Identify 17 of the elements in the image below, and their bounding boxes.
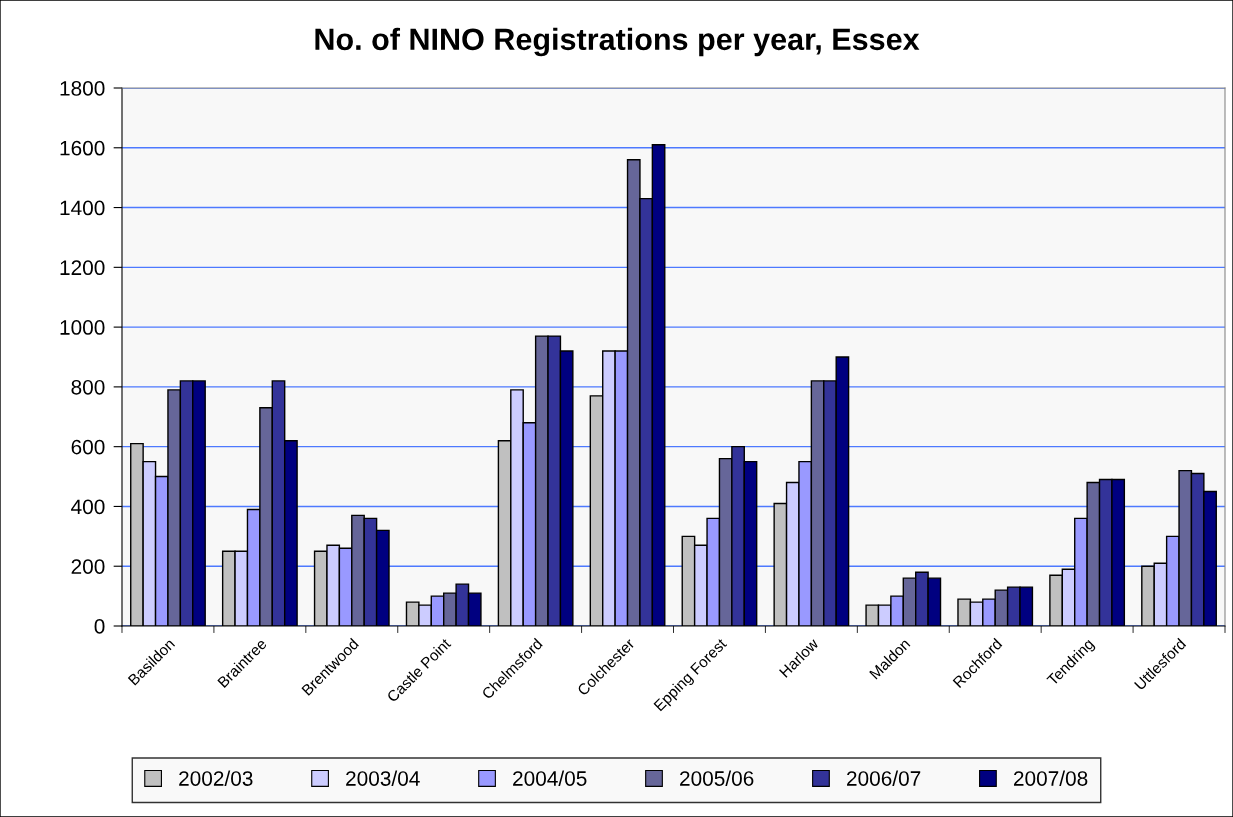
y-tick-label: 1400 (60, 200, 105, 216)
y-tick-label: 400 (71, 499, 105, 515)
y-tick-label: 800 (71, 379, 105, 395)
y-tick-label: 1600 (60, 140, 105, 156)
legend-label: 2007/08 (1013, 770, 1088, 786)
legend-label: 2002/03 (179, 770, 253, 786)
y-tick-label: 1200 (60, 260, 105, 276)
legend-label: 2004/05 (513, 770, 587, 786)
legend-label: 2006/07 (847, 770, 921, 786)
y-tick-label: 200 (71, 559, 105, 574)
y-tick-label: 0 (94, 619, 105, 634)
y-tick-label: 1800 (60, 81, 105, 96)
y-tick-label: 600 (71, 439, 105, 455)
y-tick-label: 1000 (60, 320, 105, 335)
chart-title: No. of NINO Registrations per year, Essex (315, 27, 920, 57)
legend-label: 2005/06 (680, 770, 754, 786)
legend-label: 2003/04 (346, 770, 420, 786)
